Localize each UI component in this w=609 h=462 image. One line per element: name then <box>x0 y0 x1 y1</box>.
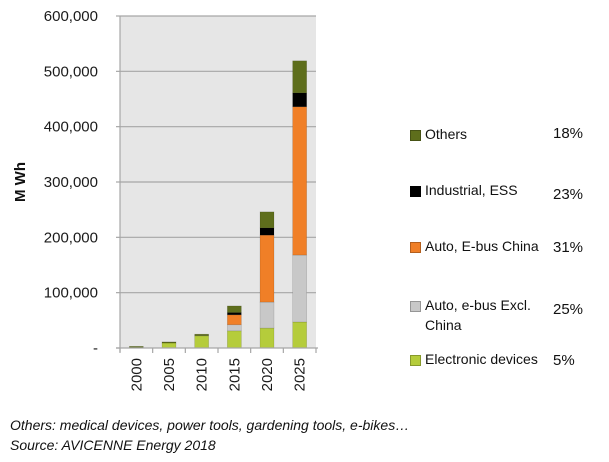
bar-segment-2005-electronic-devices <box>161 342 177 349</box>
y-tick-label: - <box>93 340 98 357</box>
legend-swatch-auto-ebus-china <box>410 242 421 253</box>
bar-segment-2010-electronic-devices <box>194 335 209 349</box>
gridlines <box>120 15 316 294</box>
bar-segment-2015-auto-e-bus-excl-china <box>227 324 242 332</box>
legend-percent: 18% <box>553 125 584 142</box>
legend-label: Industrial, ESS <box>425 182 518 198</box>
bar-segment-2015-auto-e-bus-china <box>227 314 242 326</box>
bar-segment-2025-auto-e-bus-china <box>292 106 307 256</box>
y-axis-label: M Wh <box>12 162 29 202</box>
legend-percent: 23% <box>553 186 584 203</box>
bar-segment-2025-electronic-devices <box>292 321 307 349</box>
y-tick-label: 400,000 <box>44 119 98 136</box>
legend-label-line1: Auto, e-bus Excl. <box>425 297 531 313</box>
x-tick-label: 2015 <box>226 358 243 391</box>
legend-label: Auto, E-bus China <box>425 238 539 254</box>
bar-segment-2015-industrial-ess <box>227 312 242 316</box>
legend-label-line2: China <box>425 317 462 333</box>
x-tick-label: 2005 <box>161 358 178 391</box>
y-tick-label: 300,000 <box>44 174 98 191</box>
note-source: Source: AVICENNE Energy 2018 <box>10 437 216 453</box>
x-axis-ticks: 2000 2005 2010 2015 2020 2025 <box>119 348 317 391</box>
bar-segment-2005-others <box>161 341 177 344</box>
chart-notes: Others: medical devices, power tools, ga… <box>10 415 409 455</box>
bar-segment-2015-others <box>227 305 242 313</box>
legend-swatch-others <box>410 130 421 141</box>
legend: Others 18% Industrial, ESS 23% Auto, E-b… <box>410 0 609 400</box>
x-tick-label: 2025 <box>292 358 309 391</box>
legend-label: Electronic devices <box>425 351 538 367</box>
bar-segment-2010-others <box>194 333 209 337</box>
note-others-definition: Others: medical devices, power tools, ga… <box>10 417 410 433</box>
bar-segment-2020-industrial-ess <box>259 227 275 236</box>
y-tick-label: 600,000 <box>44 8 98 25</box>
bar-segment-2020-auto-e-bus-china <box>259 234 275 303</box>
legend-swatch-industrial-ess <box>410 186 421 197</box>
legend-percent: 5% <box>553 352 575 369</box>
bar-segment-2020-others <box>259 211 275 229</box>
bar-segment-2025-industrial-ess <box>292 92 307 108</box>
y-tick-label: 200,000 <box>44 229 98 246</box>
legend-label: Others <box>425 126 468 142</box>
y-axis-ticks: - 100,000 200,000 300,000 400,000 500,000 600,… <box>44 8 120 357</box>
x-tick-label: 2000 <box>128 358 145 391</box>
x-tick-label: 2010 <box>194 358 211 391</box>
bar-segment-2020-electronic-devices <box>259 327 275 349</box>
bar-segment-2020-auto-e-bus-excl-china <box>259 301 275 329</box>
legend-percent: 31% <box>553 239 584 256</box>
legend-percent: 25% <box>553 301 584 318</box>
bars <box>129 60 307 349</box>
legend-swatch-electronic-devices <box>410 355 421 366</box>
stacked-bar-chart: - 100,000 200,000 300,000 400,000 500,000 600,… <box>12 8 318 391</box>
y-tick-label: 100,000 <box>44 285 98 302</box>
x-tick-label: 2020 <box>259 358 276 391</box>
legend-swatch-auto-ebus-excl-china <box>410 301 421 312</box>
bar-segment-2025-others <box>292 60 307 94</box>
bar-segment-2015-electronic-devices <box>227 330 242 349</box>
y-tick-label: 500,000 <box>44 63 98 80</box>
bar-segment-2025-auto-e-bus-excl-china <box>292 254 307 323</box>
